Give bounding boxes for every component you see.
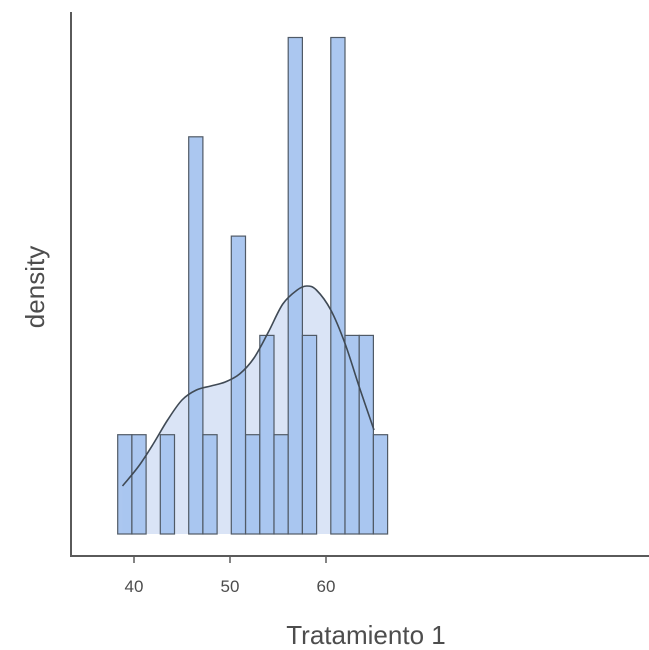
x-axis-ticks: 40 50 60 [125,556,336,596]
histogram-bar [358,334,375,535]
histogram-bar [230,235,247,535]
histogram-bar [273,434,289,535]
x-tick-label: 40 [125,577,144,596]
histogram-bar [202,434,218,535]
x-tick-label: 60 [317,577,336,596]
histogram-bar [159,434,176,535]
histogram-bar [287,36,304,535]
x-tick-label: 50 [221,577,240,596]
histogram-bar [188,136,204,535]
histogram-bar [330,36,346,535]
histogram-bar [372,434,389,535]
density-curve-group [121,285,375,487]
histogram-bar [245,434,261,535]
histogram-bar [131,434,147,535]
x-axis-title: Tratamiento 1 [286,620,445,650]
y-axis-title: density [20,246,50,328]
histogram-bar [301,334,318,535]
histogram-bar [259,334,275,535]
density-line [121,285,375,487]
